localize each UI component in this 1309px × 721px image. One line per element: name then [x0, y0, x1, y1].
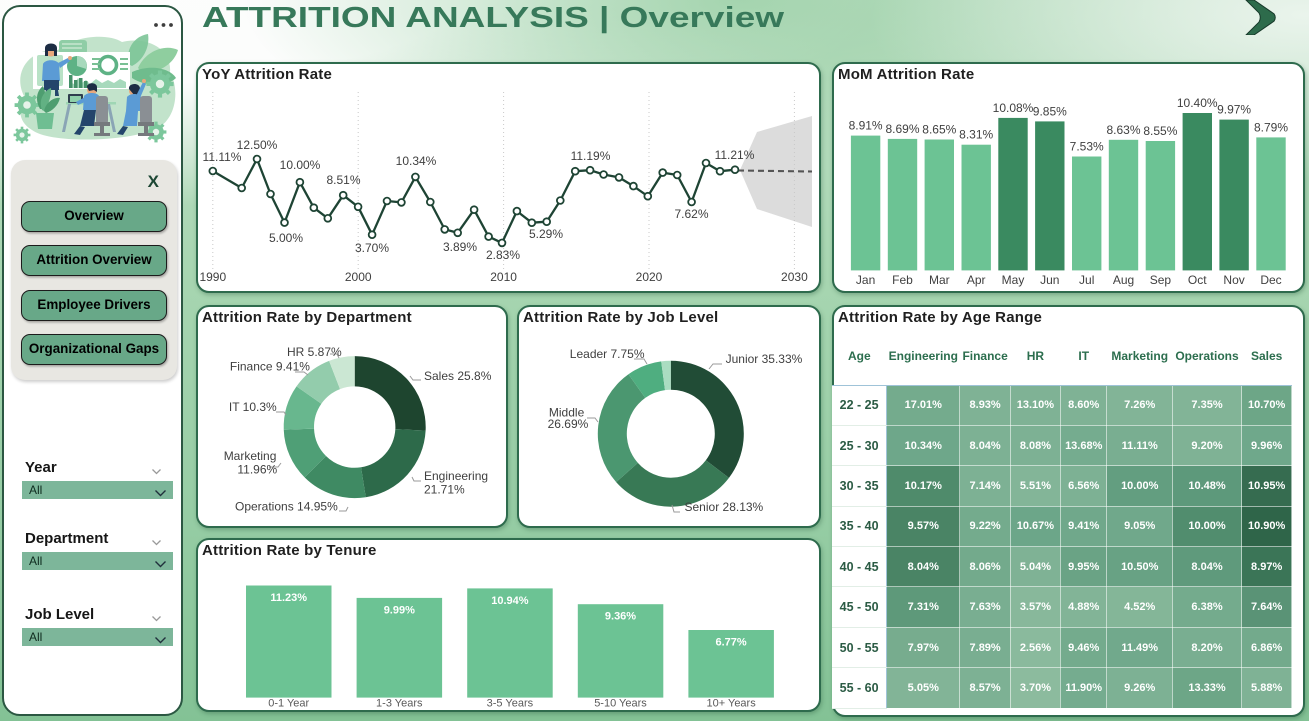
svg-text:2.83%: 2.83%	[486, 248, 520, 262]
svg-text:5-10 Years: 5-10 Years	[594, 698, 647, 710]
svg-text:10.08%: 10.08%	[993, 101, 1034, 115]
svg-text:Mar: Mar	[929, 273, 950, 287]
svg-text:Aug: Aug	[1113, 273, 1134, 287]
svg-text:May: May	[1002, 273, 1025, 287]
svg-text:Sep: Sep	[1150, 273, 1172, 287]
svg-text:3.89%: 3.89%	[443, 240, 477, 254]
svg-text:26.69%: 26.69%	[548, 417, 589, 431]
svg-text:21.71%: 21.71%	[424, 482, 465, 496]
svg-text:Apr: Apr	[967, 273, 986, 287]
svg-text:11.21%: 11.21%	[715, 148, 755, 162]
svg-text:Nov: Nov	[1223, 273, 1244, 287]
svg-text:10.94%: 10.94%	[491, 595, 529, 607]
svg-text:10.34%: 10.34%	[396, 154, 437, 168]
svg-text:7.53%: 7.53%	[1070, 140, 1104, 154]
svg-text:5.00%: 5.00%	[269, 231, 303, 245]
svg-text:10.40%: 10.40%	[1177, 96, 1218, 110]
svg-text:10+ Years: 10+ Years	[706, 698, 756, 710]
svg-text:Jan: Jan	[856, 273, 875, 287]
svg-text:9.36%: 9.36%	[605, 611, 636, 623]
svg-text:3.70%: 3.70%	[355, 241, 389, 255]
svg-text:Senior 28.13%: Senior 28.13%	[685, 500, 764, 514]
svg-text:Middle: Middle	[549, 406, 585, 420]
svg-text:2020: 2020	[636, 270, 663, 284]
svg-text:11.19%: 11.19%	[571, 149, 611, 163]
svg-text:8.31%: 8.31%	[959, 128, 993, 142]
svg-text:2030: 2030	[781, 270, 808, 284]
svg-text:Dec: Dec	[1260, 273, 1281, 287]
svg-text:0-1 Year: 0-1 Year	[268, 698, 309, 710]
svg-text:Marketing: Marketing	[224, 449, 277, 463]
svg-text:11.23%: 11.23%	[270, 592, 307, 604]
svg-text:11.11%: 11.11%	[203, 150, 242, 164]
svg-text:Finance 9.41%: Finance 9.41%	[230, 359, 310, 373]
svg-text:1-3 Years: 1-3 Years	[376, 698, 423, 710]
svg-text:Engineering: Engineering	[424, 469, 488, 483]
svg-text:9.85%: 9.85%	[1033, 104, 1067, 118]
svg-text:3-5 Years: 3-5 Years	[487, 698, 534, 710]
svg-text:Jul: Jul	[1079, 273, 1094, 287]
svg-text:8.51%: 8.51%	[326, 173, 360, 187]
svg-text:11.96%: 11.96%	[237, 463, 277, 477]
svg-text:1990: 1990	[199, 270, 226, 284]
svg-text:2000: 2000	[345, 270, 372, 284]
svg-text:7.62%: 7.62%	[674, 207, 708, 221]
svg-text:Junior 35.33%: Junior 35.33%	[726, 352, 803, 366]
svg-text:Sales 25.8%: Sales 25.8%	[424, 369, 492, 383]
svg-text:8.65%: 8.65%	[922, 123, 956, 137]
svg-text:5.29%: 5.29%	[529, 227, 563, 241]
svg-text:Jun: Jun	[1040, 273, 1059, 287]
svg-text:8.91%: 8.91%	[849, 119, 883, 133]
svg-text:6.77%: 6.77%	[715, 637, 746, 649]
svg-text:2010: 2010	[490, 270, 517, 284]
svg-text:IT 10.3%: IT 10.3%	[229, 400, 277, 414]
svg-text:8.63%: 8.63%	[1106, 123, 1140, 137]
svg-text:8.69%: 8.69%	[885, 122, 919, 136]
svg-text:10.00%: 10.00%	[280, 158, 321, 172]
svg-text:9.99%: 9.99%	[384, 604, 415, 616]
svg-text:8.79%: 8.79%	[1254, 120, 1288, 134]
svg-text:HR 5.87%: HR 5.87%	[287, 345, 342, 359]
svg-text:Oct: Oct	[1188, 273, 1207, 287]
svg-text:Leader 7.75%: Leader 7.75%	[570, 347, 645, 361]
svg-text:9.97%: 9.97%	[1217, 103, 1251, 117]
svg-text:8.55%: 8.55%	[1143, 124, 1177, 138]
svg-text:Feb: Feb	[892, 273, 913, 287]
svg-text:12.50%: 12.50%	[237, 138, 278, 152]
svg-text:Operations 14.95%: Operations 14.95%	[235, 500, 338, 514]
